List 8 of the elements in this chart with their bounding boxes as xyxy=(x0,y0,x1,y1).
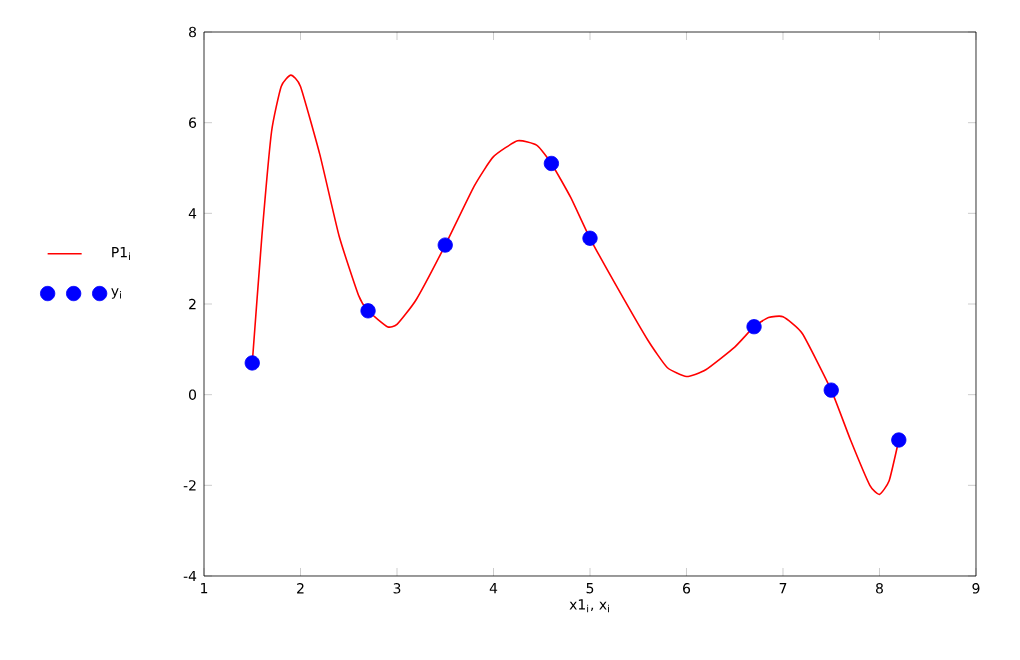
point xyxy=(360,303,376,319)
point xyxy=(244,355,260,371)
point xyxy=(746,319,762,335)
point xyxy=(437,237,453,253)
point xyxy=(823,382,839,398)
point xyxy=(891,432,907,448)
point xyxy=(543,155,559,172)
point xyxy=(582,230,598,246)
